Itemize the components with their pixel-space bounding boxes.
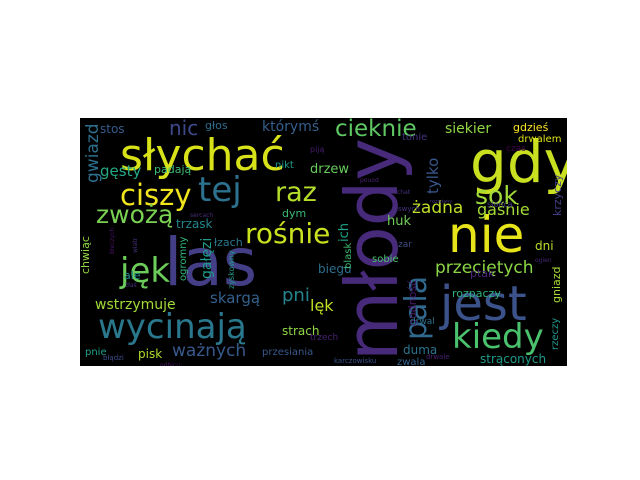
word: ptak [470, 267, 495, 280]
word: ogien [535, 257, 552, 264]
word: drwalem [518, 134, 562, 145]
word: błądzi [103, 354, 124, 362]
word: ogromny [178, 236, 189, 281]
word: raz [275, 177, 317, 208]
word: wiatr [132, 237, 139, 253]
word: przeciętych [435, 258, 534, 278]
word: jęk [120, 251, 171, 291]
word: zwala [397, 357, 426, 367]
word: zar [398, 240, 412, 250]
word: karczowisku [334, 357, 377, 365]
word: swych [398, 205, 420, 213]
word: strach [282, 324, 320, 338]
word: padają [154, 163, 192, 176]
word: przesiania [262, 347, 314, 358]
word: głos [205, 119, 228, 132]
word: krzyczy [551, 174, 564, 216]
word: drwale [426, 353, 450, 361]
word: czas [506, 144, 526, 154]
word: siekier [445, 121, 492, 137]
word: gałęzi [199, 237, 215, 279]
word: tylko [424, 157, 442, 194]
word: blask [343, 242, 354, 269]
word: duma [403, 343, 438, 357]
word: cieknie [335, 118, 417, 142]
word: pnie [85, 347, 107, 358]
word: pni [282, 285, 310, 306]
word: dni [535, 239, 554, 253]
word: sobie [372, 254, 399, 265]
word: którymś [262, 119, 320, 135]
word: gęsty [100, 162, 142, 180]
word: dym [282, 207, 307, 220]
word: strąconych [480, 352, 547, 366]
word: wycinają [98, 307, 247, 347]
word: chwiąc [80, 236, 92, 274]
word: trzech [310, 333, 339, 343]
word: lęk [310, 296, 334, 315]
word: biegu [318, 262, 352, 276]
word: słońca [487, 200, 513, 209]
word: gdzieś [513, 121, 549, 134]
word: odbicu [160, 362, 181, 367]
word: zyskowny [227, 250, 236, 289]
word: rzeczy [550, 317, 561, 350]
word: skargą [210, 289, 261, 307]
word: las [164, 224, 258, 301]
word: nie [448, 206, 525, 264]
word: gdy [470, 128, 567, 196]
word: złaś [125, 282, 137, 289]
word: ważnych [172, 341, 247, 361]
word: drwal [410, 317, 435, 327]
word: sercach [190, 212, 214, 219]
word: drzew [310, 162, 350, 177]
word: rośnie [245, 217, 331, 250]
word: gniazd [550, 266, 563, 303]
word: nic [169, 118, 199, 140]
word: tej [198, 170, 242, 210]
word: rozwiany [430, 199, 453, 205]
word: błeczych [109, 227, 116, 254]
word: piją [310, 145, 325, 154]
word: łzach [214, 236, 243, 249]
word: gaśnie [477, 200, 530, 219]
word: stos [100, 122, 125, 136]
word: wstrzymuje [95, 297, 176, 313]
word: zwożą [96, 200, 174, 229]
word: jest [440, 276, 527, 332]
word: ich [337, 223, 352, 242]
word: chat [397, 189, 411, 196]
word: trzask [176, 217, 213, 231]
word: kiedy [452, 317, 544, 357]
word: ciszy [120, 178, 192, 212]
word: tonie [402, 132, 428, 143]
word: pouod [360, 177, 379, 184]
word: ale [124, 269, 141, 282]
word: nikt [275, 160, 294, 171]
word: rozpaczy [452, 287, 501, 300]
word: pisk [138, 347, 163, 361]
word-cloud: las młody gdy słychać nie jest wycinają … [80, 118, 567, 366]
word: huk [387, 214, 412, 229]
word: sok [475, 181, 518, 210]
word: żadna [412, 198, 464, 218]
word: słychać [120, 130, 285, 181]
